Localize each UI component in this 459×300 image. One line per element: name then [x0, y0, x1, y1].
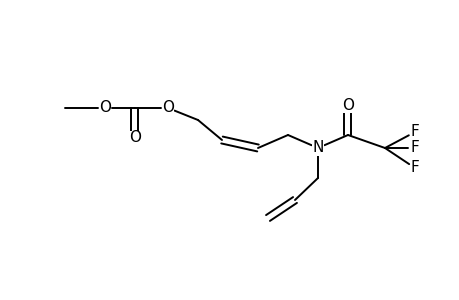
- Text: N: N: [312, 140, 323, 155]
- Text: O: O: [341, 98, 353, 112]
- Text: O: O: [129, 130, 141, 146]
- Text: O: O: [162, 100, 174, 116]
- Text: F: F: [410, 124, 419, 140]
- Text: F: F: [410, 140, 419, 155]
- Text: F: F: [410, 160, 419, 175]
- Text: O: O: [99, 100, 111, 116]
